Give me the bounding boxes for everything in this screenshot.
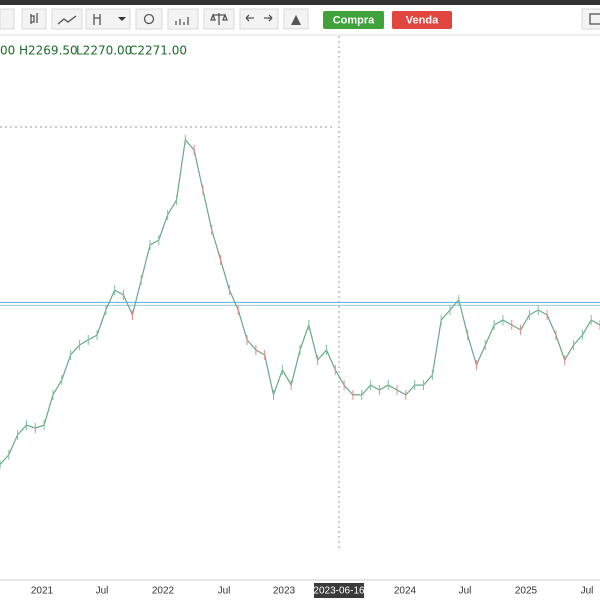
sell-label: Venda (406, 14, 439, 26)
line-button[interactable] (51, 8, 83, 30)
x-tick-label: Jul (581, 586, 594, 597)
ohlc-value: H2269.50 (19, 44, 78, 58)
x-tick-label: Jul (96, 586, 109, 597)
buy-label: Compra (333, 14, 375, 26)
x-tick-label: Jul (218, 586, 231, 597)
settings-button[interactable] (135, 8, 163, 30)
undo-redo[interactable] (239, 8, 279, 30)
indicators-button[interactable] (167, 8, 199, 30)
x-tick-label: 2025 (515, 586, 538, 597)
dropdown[interactable] (0, 8, 15, 30)
x-tick-label: 2022 (152, 586, 175, 597)
x-tick-label: 2021 (31, 586, 54, 597)
buy-button[interactable] (323, 11, 384, 29)
sell-button[interactable] (392, 11, 452, 29)
ohlc-value: 00 (0, 44, 15, 58)
crosshair-label-bg (314, 583, 364, 598)
bars-button[interactable] (85, 8, 131, 30)
x-tick-label: 2023 (273, 586, 296, 597)
x-tick-label: Jul (459, 586, 472, 597)
snapshot-button[interactable] (581, 8, 600, 30)
toolbar-icons (0, 8, 600, 30)
crosshair-label: 2023-06-16 (313, 586, 365, 597)
ohlc-value: C2271.00 (129, 44, 187, 58)
top-bar (0, 0, 600, 5)
x-tick-label: 2024 (394, 586, 417, 597)
ohlc-value: L2270.00 (76, 44, 132, 58)
